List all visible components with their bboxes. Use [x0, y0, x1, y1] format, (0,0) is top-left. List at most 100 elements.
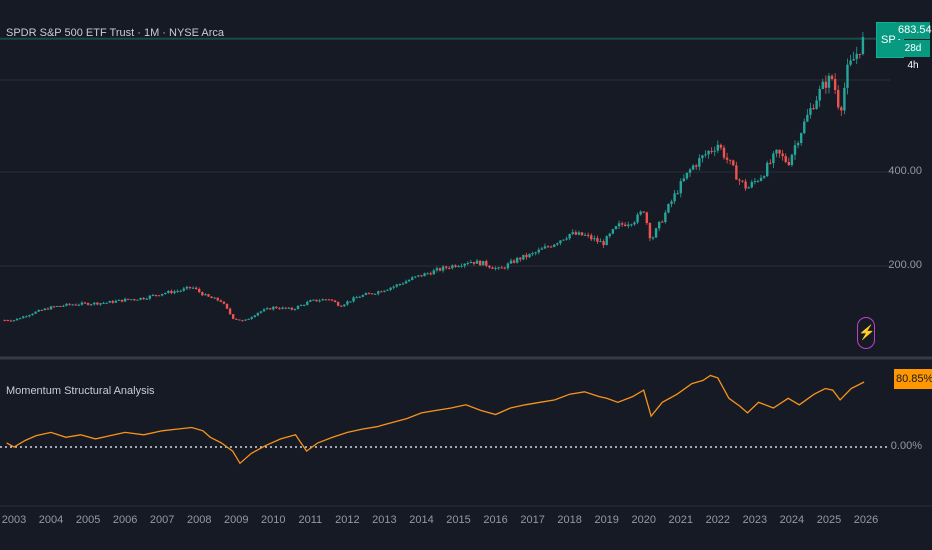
- candle-body: [46, 308, 50, 310]
- candle-body: [781, 153, 784, 157]
- candle-body: [414, 276, 417, 278]
- time-axis-label: 2023: [742, 514, 768, 526]
- candle-body: [420, 275, 423, 277]
- candle-body: [722, 147, 726, 158]
- candle-body: [457, 266, 460, 268]
- candle-body: [679, 181, 682, 194]
- candle-body: [676, 193, 679, 195]
- candle-body: [377, 291, 380, 294]
- candle-body: [157, 295, 161, 297]
- candle-body: [799, 133, 803, 144]
- candle-body: [306, 301, 309, 305]
- candle-body: [43, 308, 47, 311]
- candle-body: [127, 298, 130, 300]
- candle-body: [741, 180, 744, 182]
- candle-body: [278, 308, 281, 310]
- candle-body: [296, 305, 300, 309]
- candle-body: [519, 257, 522, 260]
- candle-body: [827, 75, 831, 88]
- candle-body: [549, 246, 553, 248]
- candle-body: [543, 246, 547, 249]
- candle-body: [654, 228, 658, 238]
- indicator-title[interactable]: Momentum Structural Analysis: [6, 385, 155, 397]
- candle-body: [256, 312, 260, 316]
- candle-body: [145, 298, 148, 300]
- candle-body: [324, 299, 327, 301]
- candle-body: [383, 290, 386, 292]
- candle-body: [395, 284, 398, 287]
- candle-body: [160, 293, 164, 296]
- candle-body: [315, 299, 318, 302]
- candle-body: [617, 223, 621, 227]
- price-axis-label-400: 400.00: [888, 165, 922, 177]
- candle-body: [404, 281, 408, 284]
- indicator-axis-label-zero: 0.00%: [890, 440, 922, 452]
- candle-body: [102, 302, 105, 304]
- candle-body: [605, 236, 608, 246]
- candle-body: [528, 253, 531, 258]
- candle-body: [105, 302, 108, 304]
- candle-body: [682, 178, 686, 182]
- bar-countdown-tag: 28d 4h: [896, 40, 930, 71]
- candle-body: [840, 107, 843, 111]
- time-axis-label: 2016: [483, 514, 508, 526]
- candle-body: [380, 291, 383, 293]
- candle-body: [435, 268, 439, 271]
- candle-body: [441, 266, 445, 271]
- lightning-icon[interactable]: ⚡: [857, 317, 875, 349]
- candle-body: [778, 149, 781, 154]
- candle-body: [6, 320, 10, 322]
- candle-body: [201, 292, 204, 296]
- candle-body: [389, 287, 392, 290]
- candle-body: [15, 318, 19, 321]
- symbol-title[interactable]: SPDR S&P 500 ETF Trust · 1M · NYSE Arca: [6, 27, 225, 39]
- price-axis-label-200: 200.00: [888, 259, 922, 271]
- candle-body: [472, 262, 476, 264]
- candle-body: [309, 300, 312, 302]
- candle-body: [269, 308, 272, 310]
- candle-body: [299, 304, 303, 306]
- candle-body: [68, 303, 71, 305]
- candle-body: [272, 306, 275, 310]
- candle-body: [719, 144, 723, 148]
- candle-body: [28, 315, 31, 317]
- candle-body: [837, 89, 840, 108]
- candle-body: [759, 177, 763, 181]
- candle-body: [766, 162, 769, 177]
- time-axis-label: 2022: [705, 514, 731, 526]
- candle-body: [275, 306, 278, 309]
- candle-body: [494, 267, 497, 269]
- candle-body: [843, 87, 846, 111]
- candle-body: [636, 214, 639, 223]
- candle-body: [491, 267, 494, 269]
- candle-body: [9, 320, 13, 322]
- candle-body: [438, 268, 442, 271]
- candle-body: [176, 291, 179, 293]
- time-axis-label: 2012: [335, 514, 360, 526]
- candle-body: [241, 320, 244, 322]
- time-axis-label: 2011: [298, 514, 323, 526]
- time-axis-label: 2015: [446, 514, 471, 526]
- candle-body: [553, 244, 556, 247]
- candle-body: [361, 295, 365, 297]
- candle-body: [231, 314, 235, 319]
- time-axis-label: 2004: [38, 514, 64, 526]
- candle-body: [432, 270, 436, 275]
- candle-body: [179, 290, 182, 292]
- candle-body: [586, 234, 590, 236]
- candle-body: [148, 295, 152, 299]
- time-axis-label: 2003: [1, 514, 27, 526]
- time-axis-label: 2021: [668, 514, 694, 526]
- candle-body: [417, 275, 420, 277]
- candle-body: [336, 302, 340, 306]
- time-axis-label: 2008: [186, 514, 212, 526]
- candle-body: [661, 221, 664, 223]
- candle-body: [423, 273, 426, 277]
- candle-body: [698, 158, 701, 167]
- candle-body: [769, 162, 772, 164]
- candle-body: [281, 307, 284, 309]
- candle-body: [858, 53, 862, 55]
- candle-body: [198, 289, 201, 293]
- candle-body: [568, 233, 571, 239]
- candle-body: [488, 265, 491, 268]
